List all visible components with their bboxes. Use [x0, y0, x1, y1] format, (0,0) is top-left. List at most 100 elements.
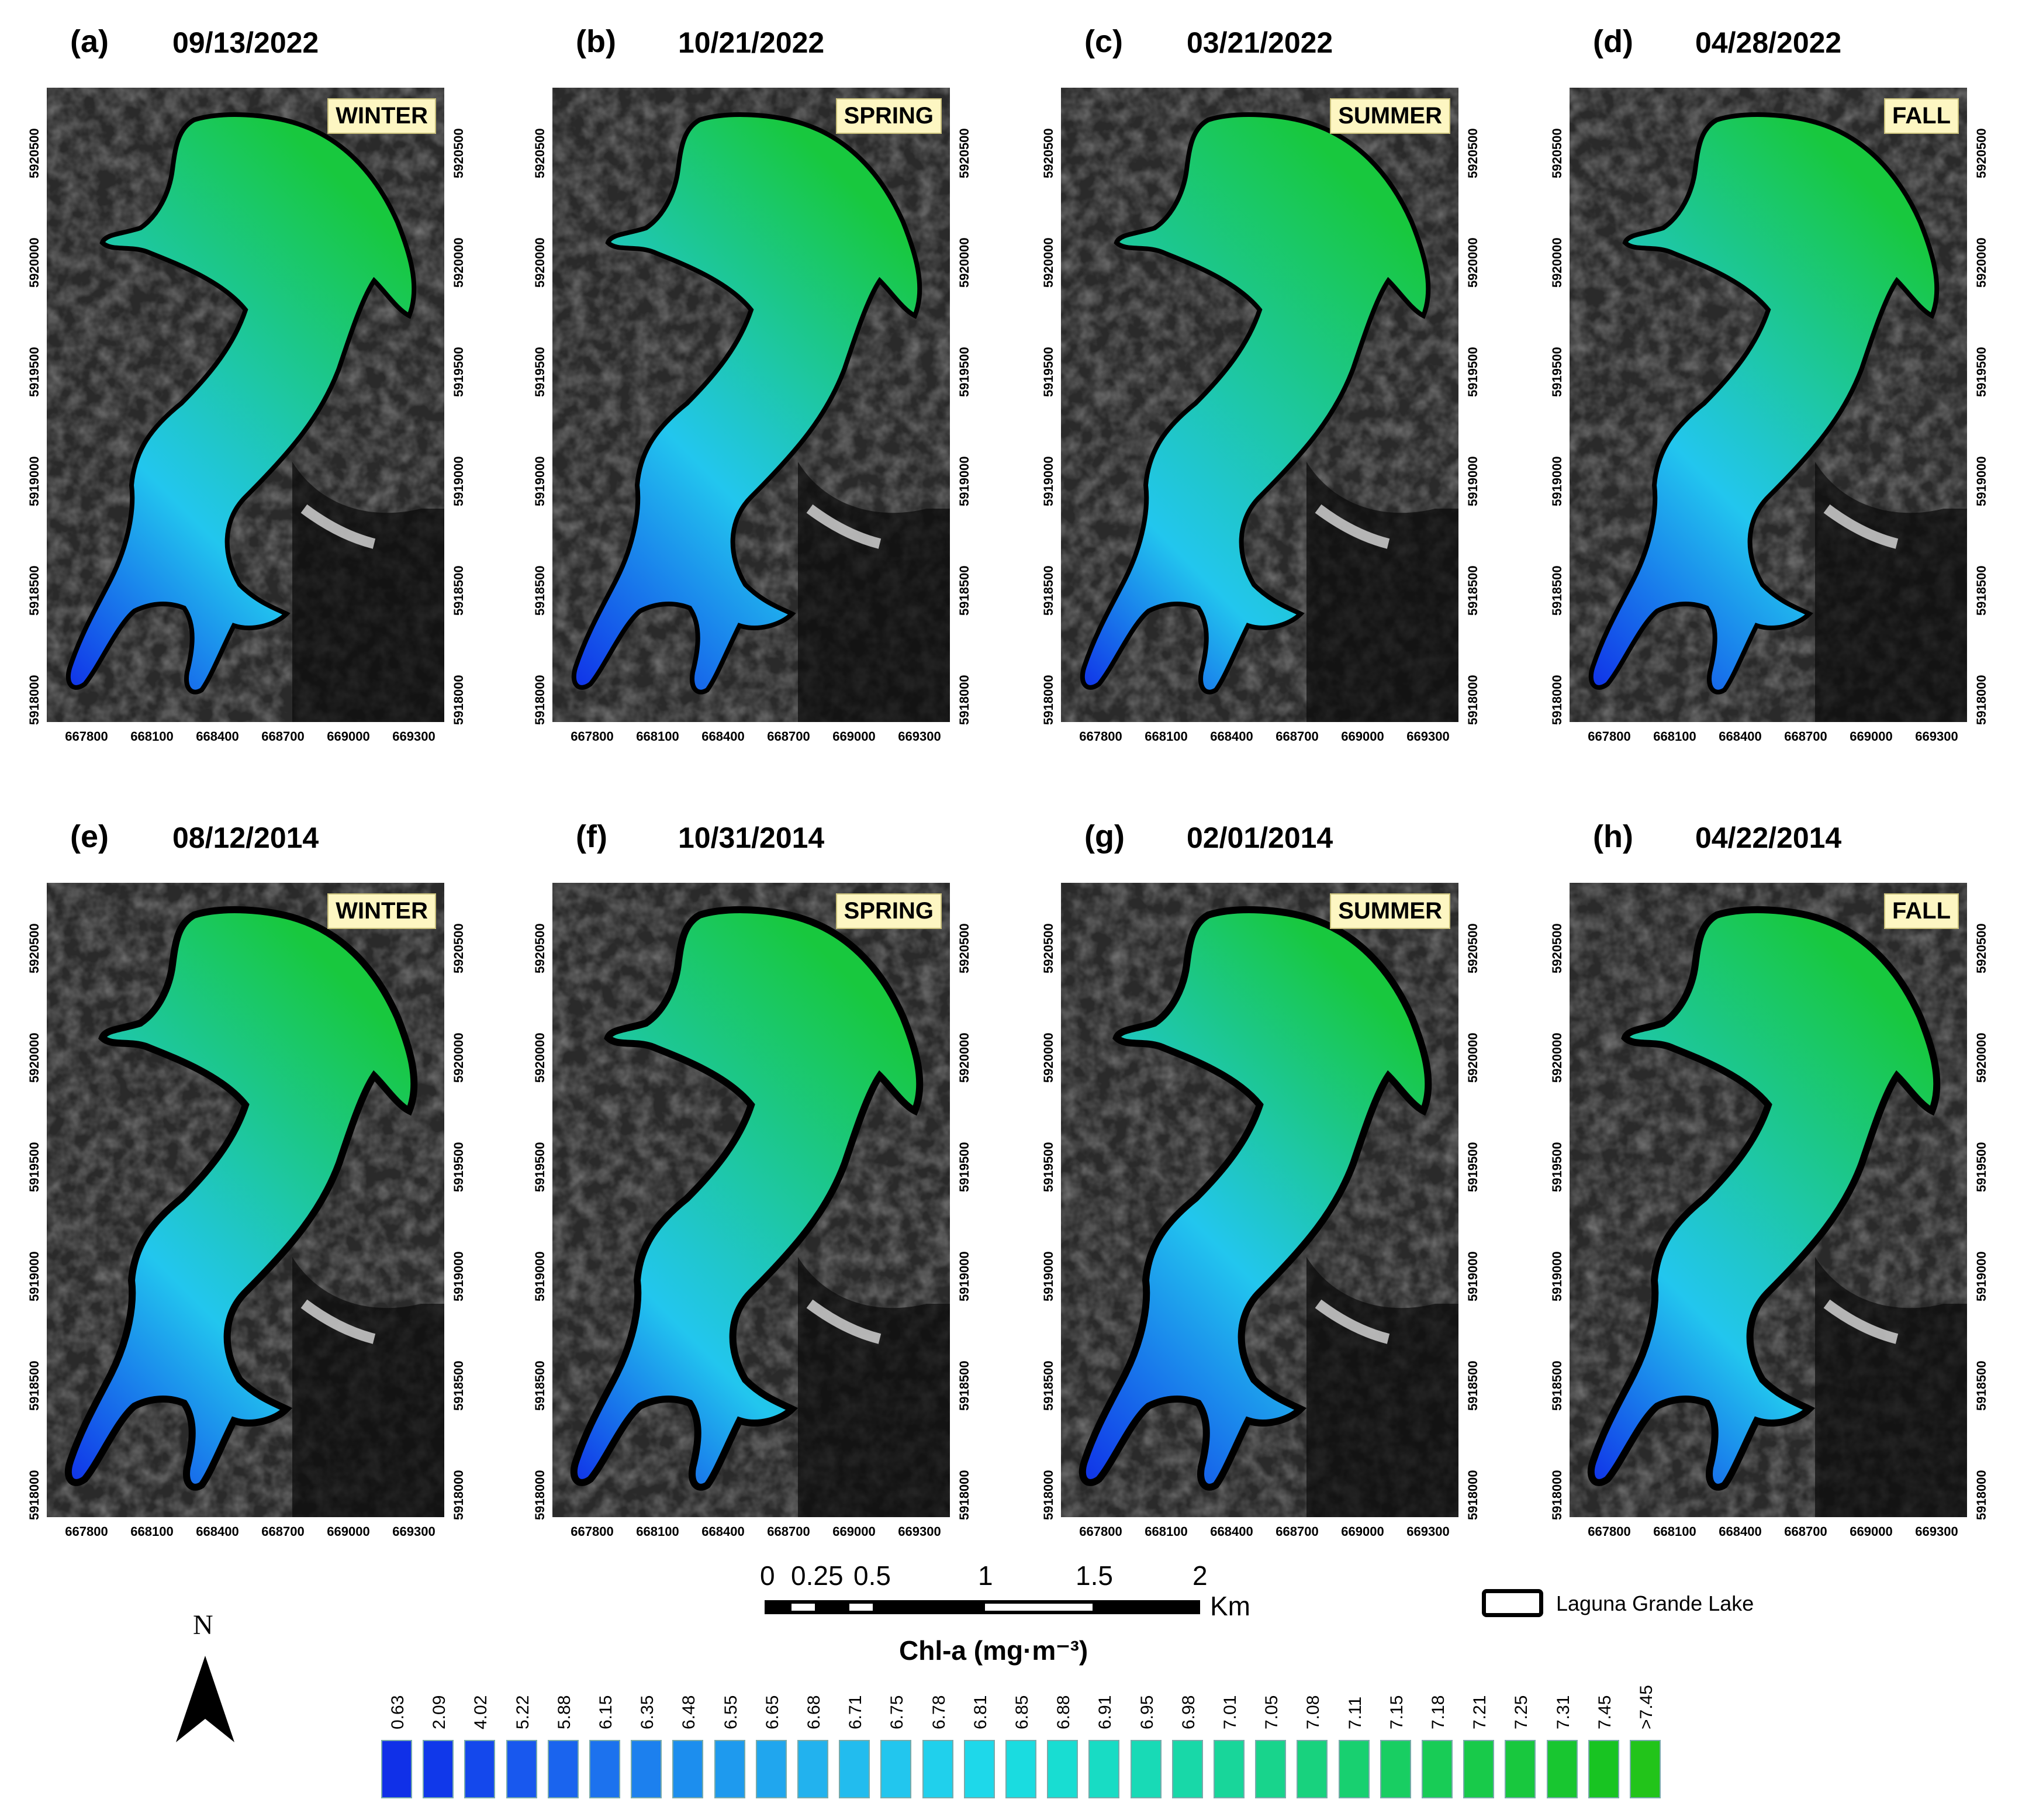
- y-tick-label: 5920000: [27, 237, 42, 288]
- colorbar-swatch: [1171, 1740, 1203, 1798]
- x-tick-label: 668100: [1653, 729, 1696, 744]
- season-label: WINTER: [327, 98, 436, 134]
- y-tick-label: 5918000: [533, 675, 547, 725]
- colorbar-swatch: [1546, 1740, 1578, 1798]
- colorbar-value: 2.09: [430, 1695, 450, 1729]
- x-tick-label: 667800: [571, 1524, 614, 1539]
- lake-legend-label: Laguna Grande Lake: [1556, 1591, 1754, 1615]
- y-tick-label: 5919500: [533, 347, 547, 397]
- y-tick-label: 5918500: [451, 1360, 466, 1411]
- x-tick-label: 668700: [1276, 729, 1319, 744]
- y-tick-label: 5920000: [1550, 1032, 1564, 1083]
- x-tick-label: 667800: [571, 729, 614, 744]
- x-tick-label: 669300: [1915, 729, 1958, 744]
- scale-bar-graphic: [765, 1600, 1200, 1614]
- y-tick-label: 5920500: [957, 923, 972, 973]
- y-tick-label: 5919500: [27, 1142, 42, 1192]
- colorbar-swatch: [1255, 1740, 1287, 1798]
- panel-date: 03/21/2022: [1187, 26, 1333, 59]
- season-label: SUMMER: [1330, 98, 1450, 134]
- colorbar-value: 6.95: [1137, 1695, 1157, 1729]
- scale-label-1: 1: [978, 1560, 993, 1591]
- y-tick-label: 5918500: [1465, 565, 1480, 616]
- map-graphic: [552, 883, 950, 1517]
- x-tick-label: 667800: [1079, 1524, 1122, 1539]
- x-tick-label: 669000: [1850, 1524, 1893, 1539]
- colorbar-swatch: [381, 1740, 412, 1798]
- colorbar-value: 7.05: [1262, 1695, 1282, 1729]
- x-tick-label: 669000: [1341, 1524, 1384, 1539]
- satellite-map: SUMMER: [1061, 88, 1458, 722]
- lake-surface: [571, 112, 922, 695]
- x-tick-label: 668100: [636, 729, 679, 744]
- y-tick-label: 5919000: [27, 456, 42, 506]
- y-tick-label: 5920000: [957, 237, 972, 288]
- satellite-map: FALL: [1570, 883, 1967, 1517]
- y-tick-label: 5920500: [1041, 128, 1056, 178]
- lake-surface: [64, 906, 418, 1491]
- y-tick-label: 5918000: [27, 1470, 42, 1520]
- colorbar-value: 7.08: [1304, 1695, 1323, 1729]
- x-tick-label: 667800: [65, 1524, 108, 1539]
- season-label: SPRING: [835, 893, 942, 929]
- colorbar-swatch: [839, 1740, 870, 1798]
- lake-legend-swatch: [1482, 1589, 1543, 1617]
- panel-date: 08/12/2014: [172, 821, 319, 854]
- panel-date: 09/13/2022: [172, 26, 319, 59]
- x-tick-label: 669300: [1406, 1524, 1450, 1539]
- y-tick-label: 5919500: [1465, 347, 1480, 397]
- y-tick-label: 5918500: [1041, 565, 1056, 616]
- y-tick-label: 5919000: [1465, 456, 1480, 506]
- y-tick-label: 5918500: [533, 1360, 547, 1411]
- y-tick-label: 5918000: [1041, 1470, 1056, 1520]
- colorbar-value: 6.98: [1178, 1695, 1198, 1729]
- colorbar-swatch: [464, 1740, 496, 1798]
- y-tick-label: 5920500: [1974, 923, 1989, 973]
- x-tick-label: 667800: [1588, 1524, 1631, 1539]
- north-label: N: [193, 1610, 213, 1641]
- colorbar-value: 6.78: [929, 1695, 949, 1729]
- y-tick-label: 5920000: [1550, 237, 1564, 288]
- colorbar-swatch: [1130, 1740, 1162, 1798]
- y-tick-label: 5918500: [1974, 565, 1989, 616]
- x-tick-label: 668700: [767, 729, 810, 744]
- colorbar-swatch: [1463, 1740, 1495, 1798]
- colorbar-swatch: [672, 1740, 704, 1798]
- map-graphic: [1570, 88, 1967, 722]
- colorbar-swatch: [1630, 1740, 1661, 1798]
- colorbar-value: 6.55: [721, 1695, 741, 1729]
- x-tick-label: 668400: [701, 1524, 745, 1539]
- colorbar-value: 5.88: [554, 1695, 574, 1729]
- x-tick-label: 669000: [832, 1524, 876, 1539]
- colorbar-swatch: [963, 1740, 995, 1798]
- y-tick-label: 5918500: [451, 565, 466, 616]
- y-tick-label: 5918000: [1041, 675, 1056, 725]
- x-tick-label: 669000: [832, 729, 876, 744]
- lake-surface: [1588, 112, 1940, 695]
- y-tick-label: 5919500: [533, 1142, 547, 1192]
- y-tick-label: 5918500: [957, 1360, 972, 1411]
- x-tick-label: 668700: [1784, 729, 1827, 744]
- season-label: FALL: [1884, 98, 1959, 134]
- x-tick-label: 667800: [1588, 729, 1631, 744]
- x-tick-label: 669300: [392, 1524, 435, 1539]
- y-tick-label: 5919500: [957, 347, 972, 397]
- y-tick-label: 5918500: [1550, 565, 1564, 616]
- x-tick-label: 669300: [898, 1524, 941, 1539]
- x-tick-label: 669300: [392, 729, 435, 744]
- colorbar-value: 6.35: [638, 1695, 658, 1729]
- x-tick-label: 668100: [1145, 1524, 1188, 1539]
- colorbar-swatch: [714, 1740, 745, 1798]
- colorbar-title: Chl-a (mg·m⁻³): [899, 1635, 1088, 1666]
- y-tick-label: 5919500: [451, 1142, 466, 1192]
- map-graphic: [1570, 883, 1967, 1517]
- panel-date: 02/01/2014: [1187, 821, 1333, 854]
- season-label: SPRING: [835, 98, 942, 134]
- lake-surface: [1079, 906, 1432, 1491]
- x-tick-label: 668400: [701, 729, 745, 744]
- x-tick-label: 668700: [261, 729, 305, 744]
- x-tick-label: 668700: [1784, 1524, 1827, 1539]
- y-tick-label: 5919000: [1041, 456, 1056, 506]
- panel-label: (c): [1084, 24, 1123, 59]
- y-tick-label: 5919500: [1550, 347, 1564, 397]
